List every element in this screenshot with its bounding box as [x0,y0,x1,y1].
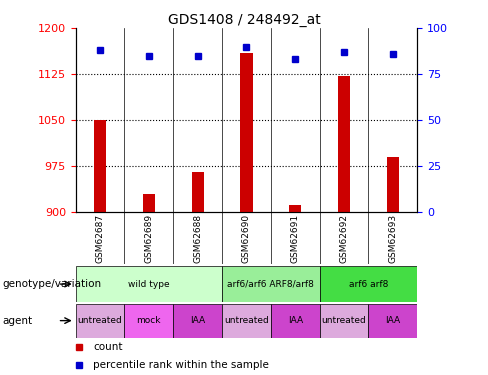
Bar [124,304,173,338]
Bar [271,304,320,338]
Bar [222,266,320,302]
Text: count: count [93,342,123,352]
Text: percentile rank within the sample: percentile rank within the sample [93,360,269,369]
Bar [338,76,350,212]
Bar [192,172,204,212]
Text: GDS1408 / 248492_at: GDS1408 / 248492_at [167,13,321,27]
Bar [173,304,222,338]
Bar [94,120,106,212]
Text: arf6 arf8: arf6 arf8 [349,280,388,289]
Bar [320,304,368,338]
Bar [222,304,271,338]
Text: untreated: untreated [78,316,122,325]
Text: GSM62693: GSM62693 [388,214,397,262]
Text: wild type: wild type [128,280,170,289]
Text: untreated: untreated [224,316,269,325]
Text: GSM62687: GSM62687 [96,214,104,262]
Text: GSM62691: GSM62691 [291,214,300,262]
Text: untreated: untreated [322,316,366,325]
Text: genotype/variation: genotype/variation [2,279,102,289]
Bar [143,194,155,212]
Bar [76,304,124,338]
Text: mock: mock [137,316,161,325]
Bar [289,204,302,212]
Bar [76,266,222,302]
Text: agent: agent [2,316,33,326]
Text: arf6/arf6 ARF8/arf8: arf6/arf6 ARF8/arf8 [227,280,314,289]
Text: GSM62688: GSM62688 [193,214,202,262]
Text: GSM62690: GSM62690 [242,214,251,262]
Text: IAA: IAA [288,316,303,325]
Text: GSM62692: GSM62692 [340,214,348,262]
Text: IAA: IAA [386,316,400,325]
Text: GSM62689: GSM62689 [144,214,153,262]
Text: IAA: IAA [190,316,205,325]
Bar [320,266,417,302]
Bar [387,157,399,212]
Bar [241,53,253,212]
Bar [368,304,417,338]
